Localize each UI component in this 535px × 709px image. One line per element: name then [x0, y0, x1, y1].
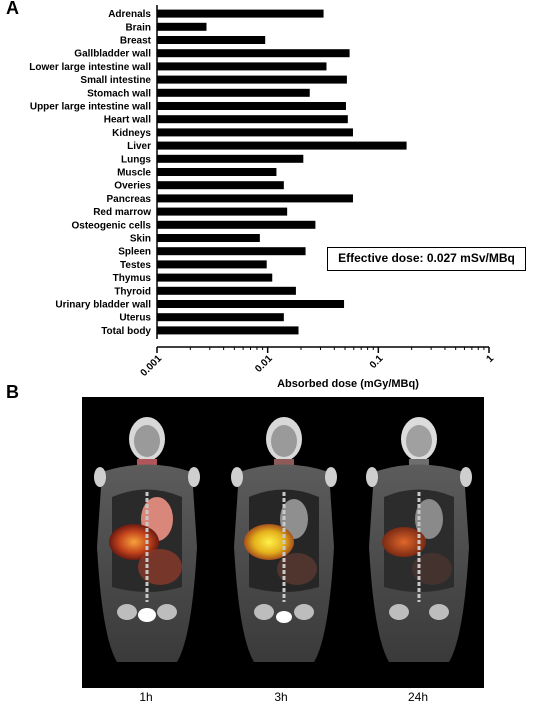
category-label: Muscle — [117, 168, 151, 179]
scan-3h — [231, 417, 337, 662]
category-label: Liver — [127, 141, 151, 152]
bar-brain — [157, 22, 207, 31]
category-label: Gallbladder wall — [74, 49, 151, 60]
category-label: Thyroid — [114, 286, 151, 297]
pet-ct-image-panel — [82, 397, 484, 688]
pet-ct-scans — [94, 417, 472, 662]
absorbed-dose-bar-chart: Adrenals Brain Breast Gallbladder wall Lower… — [29, 5, 496, 390]
bar-adrenals — [157, 9, 324, 18]
category-label: Testes — [120, 260, 151, 271]
category-label: Total body — [101, 326, 151, 337]
category-label: Urinary bladder wall — [55, 300, 151, 311]
bar-osteogenic-cells — [157, 220, 316, 229]
bar-total-body — [157, 326, 299, 335]
category-label: Heart wall — [104, 115, 151, 126]
bar-muscle — [157, 168, 277, 176]
bar-upper-large-intestine-wall — [157, 102, 346, 110]
category-label: Lungs — [121, 154, 151, 165]
bar-stomach-wall — [157, 88, 310, 97]
bar-liver — [157, 141, 407, 150]
bar-pancreas — [157, 194, 353, 203]
category-label: Breast — [120, 36, 152, 47]
x-tick-label: 0.1 — [368, 353, 386, 371]
panel-a-label: A — [6, 0, 19, 18]
category-label: Uterus — [119, 313, 151, 324]
category-label: Kidneys — [112, 128, 151, 139]
bar-lower-large-intestine-wall — [157, 62, 327, 71]
bar-kidneys — [157, 128, 353, 137]
category-label: Red marrow — [93, 207, 151, 218]
x-tick-label: 0.01 — [253, 353, 275, 375]
bar-gallbladder-wall — [157, 49, 350, 58]
bar-uterus — [157, 313, 284, 322]
bar-skin — [157, 234, 260, 242]
time-label-1h: 1h — [139, 690, 153, 704]
panel-b-label: B — [6, 382, 19, 402]
bar-lungs — [157, 154, 304, 163]
category-label: Spleen — [118, 247, 151, 258]
category-label: Small intestine — [80, 75, 151, 86]
bar-red-marrow — [157, 207, 288, 216]
category-label: Osteogenic cells — [72, 220, 152, 231]
bar-spleen — [157, 247, 306, 256]
category-label: Overies — [114, 181, 151, 192]
category-label: Lower large intestine wall — [29, 62, 151, 73]
time-label-24h: 24h — [407, 690, 429, 704]
category-labels-group: Adrenals Brain Breast Gallbladder wall Lower… — [29, 9, 151, 337]
category-label: Pancreas — [107, 194, 152, 205]
scan-24h — [366, 417, 472, 662]
category-label: Skin — [130, 234, 151, 245]
bar-thyroid — [157, 286, 296, 295]
bar-urinary-bladder-wall — [157, 300, 345, 308]
effective-dose-annotation: Effective dose: 0.027 mSv/MBq — [327, 247, 526, 271]
category-label: Thymus — [113, 273, 152, 284]
x-axis-group: 0.001 0.01 0.1 1 — [139, 346, 496, 379]
bar-overies — [157, 181, 284, 190]
bars-group — [157, 9, 407, 335]
bar-heart-wall — [157, 115, 348, 124]
category-label: Adrenals — [108, 9, 151, 20]
bar-thymus — [157, 273, 273, 282]
x-tick-label: 1 — [484, 353, 496, 365]
bar-testes — [157, 260, 267, 269]
scan-1h — [94, 417, 200, 662]
bar-small-intestine — [157, 75, 347, 84]
category-label: Upper large intestine wall — [30, 102, 151, 113]
category-label: Stomach wall — [87, 88, 151, 99]
bar-breast — [157, 36, 266, 44]
time-label-3h: 3h — [274, 690, 288, 704]
x-tick-label: 0.001 — [139, 353, 165, 379]
category-label: Brain — [125, 22, 151, 33]
x-axis-label: Absorbed dose (mGy/MBq) — [277, 378, 419, 390]
